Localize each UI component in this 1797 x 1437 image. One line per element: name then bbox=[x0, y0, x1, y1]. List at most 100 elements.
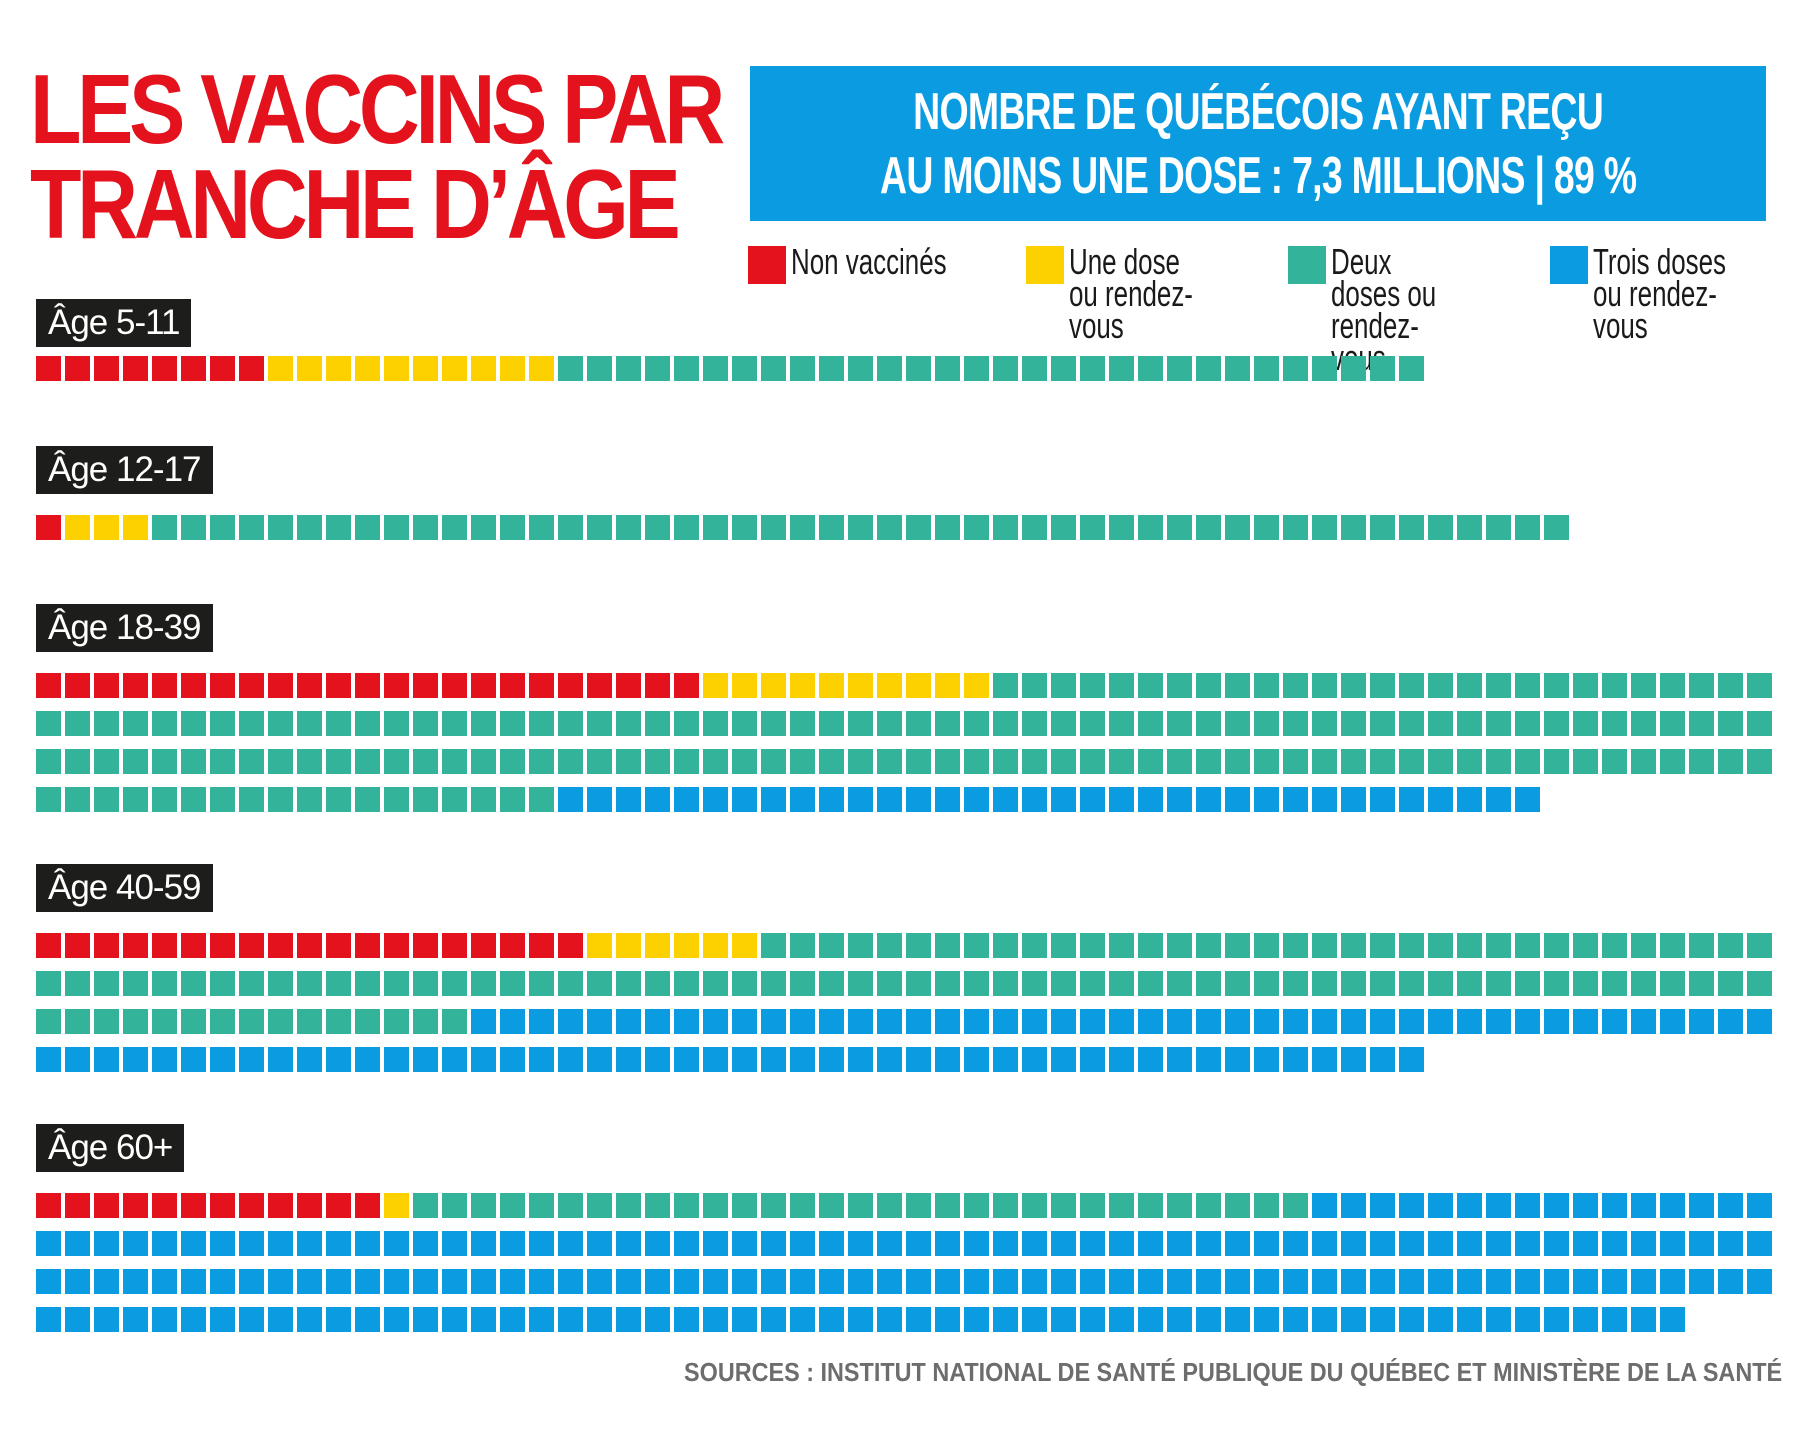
waffle-cell-60-plus-trois-doses bbox=[1660, 1231, 1685, 1256]
waffle-cell-12-17-deux-doses bbox=[616, 515, 641, 540]
waffle-cell-40-59-trois-doses bbox=[703, 1047, 728, 1072]
waffle-cell-5-11-non-vaccines bbox=[210, 356, 235, 381]
waffle-cell-18-39-deux-doses bbox=[1718, 749, 1743, 774]
waffle-cell-18-39-deux-doses bbox=[1225, 711, 1250, 736]
waffle-cell-12-17-deux-doses bbox=[1370, 515, 1395, 540]
waffle-cell-40-59-deux-doses bbox=[848, 971, 873, 996]
waffle-cell-40-59-trois-doses bbox=[1138, 1047, 1163, 1072]
waffle-cell-12-17-deux-doses bbox=[558, 515, 583, 540]
waffle-cell-40-59-trois-doses bbox=[152, 1047, 177, 1072]
waffle-cell-60-plus-trois-doses bbox=[1631, 1193, 1656, 1218]
waffle-cell-40-59-deux-doses bbox=[1573, 971, 1598, 996]
waffle-cell-60-plus-trois-doses bbox=[239, 1307, 264, 1332]
waffle-cell-40-59-deux-doses bbox=[1167, 971, 1192, 996]
waffle-cell-60-plus-deux-doses bbox=[529, 1193, 554, 1218]
waffle-cell-60-plus-trois-doses bbox=[732, 1231, 757, 1256]
waffle-cell-5-11-non-vaccines bbox=[181, 356, 206, 381]
waffle-cell-18-39-deux-doses bbox=[761, 749, 786, 774]
waffle-cell-18-39-non-vaccines bbox=[355, 673, 380, 698]
waffle-cell-5-11-deux-doses bbox=[964, 356, 989, 381]
waffle-cell-18-39-deux-doses bbox=[1254, 749, 1279, 774]
waffle-cell-60-plus-trois-doses bbox=[413, 1231, 438, 1256]
waffle-cell-12-17-deux-doses bbox=[761, 515, 786, 540]
waffle-cell-60-plus-trois-doses bbox=[616, 1307, 641, 1332]
waffle-cell-40-59-trois-doses bbox=[1109, 1047, 1134, 1072]
waffle-cell-60-plus-trois-doses bbox=[790, 1307, 815, 1332]
waffle-cell-18-39-deux-doses bbox=[1718, 711, 1743, 736]
waffle-cell-40-59-trois-doses bbox=[471, 1047, 496, 1072]
waffle-cell-60-plus-deux-doses bbox=[964, 1193, 989, 1218]
waffle-cell-60-plus-trois-doses bbox=[181, 1269, 206, 1294]
waffle-cell-18-39-deux-doses bbox=[848, 711, 873, 736]
waffle-cell-12-17-deux-doses bbox=[1486, 515, 1511, 540]
waffle-cell-18-39-trois-doses bbox=[587, 787, 612, 812]
waffle-cell-40-59-trois-doses bbox=[1196, 1009, 1221, 1034]
waffle-cell-18-39-trois-doses bbox=[616, 787, 641, 812]
waffle-cell-18-39-deux-doses bbox=[1486, 711, 1511, 736]
waffle-cell-18-39-deux-doses bbox=[181, 787, 206, 812]
waffle-cell-18-39-deux-doses bbox=[1370, 711, 1395, 736]
waffle-cell-40-59-deux-doses bbox=[239, 971, 264, 996]
waffle-cell-18-39-deux-doses bbox=[36, 711, 61, 736]
waffle-cell-40-59-deux-doses bbox=[384, 1009, 409, 1034]
waffle-cell-60-plus-trois-doses bbox=[471, 1231, 496, 1256]
waffle-cell-60-plus-trois-doses bbox=[1544, 1231, 1569, 1256]
waffle-cell-40-59-trois-doses bbox=[500, 1009, 525, 1034]
waffle-cell-60-plus-trois-doses bbox=[123, 1231, 148, 1256]
waffle-cell-60-plus-trois-doses bbox=[1660, 1307, 1685, 1332]
waffle-cell-40-59-deux-doses bbox=[268, 971, 293, 996]
waffle-cell-60-plus-trois-doses bbox=[1457, 1193, 1482, 1218]
waffle-cell-40-59-deux-doses bbox=[1254, 971, 1279, 996]
waffle-cell-18-39-deux-doses bbox=[471, 749, 496, 774]
waffle-cell-60-plus-trois-doses bbox=[210, 1231, 235, 1256]
waffle-cell-18-39-deux-doses bbox=[500, 749, 525, 774]
waffle-cell-40-59-deux-doses bbox=[94, 1009, 119, 1034]
waffle-cell-60-plus-trois-doses bbox=[1283, 1269, 1308, 1294]
waffle-cell-18-39-deux-doses bbox=[1370, 673, 1395, 698]
waffle-cell-40-59-trois-doses bbox=[906, 1009, 931, 1034]
waffle-cell-40-59-deux-doses bbox=[210, 1009, 235, 1034]
waffle-cell-18-39-deux-doses bbox=[94, 711, 119, 736]
waffle-cell-60-plus-trois-doses bbox=[1370, 1231, 1395, 1256]
waffle-cell-60-plus-trois-doses bbox=[935, 1269, 960, 1294]
waffle-cell-40-59-non-vaccines bbox=[152, 933, 177, 958]
waffle-cell-18-39-deux-doses bbox=[1602, 749, 1627, 774]
waffle-cell-18-39-deux-doses bbox=[877, 749, 902, 774]
waffle-cell-18-39-deux-doses bbox=[1747, 673, 1772, 698]
waffle-cell-60-plus-trois-doses bbox=[993, 1269, 1018, 1294]
waffle-cell-18-39-deux-doses bbox=[645, 749, 670, 774]
waffle-cell-40-59-deux-doses bbox=[65, 1009, 90, 1034]
waffle-cell-12-17-deux-doses bbox=[297, 515, 322, 540]
waffle-cell-18-39-deux-doses bbox=[1341, 749, 1366, 774]
waffle-cell-40-59-deux-doses bbox=[1051, 971, 1076, 996]
waffle-cell-18-39-deux-doses bbox=[355, 711, 380, 736]
waffle-cell-60-plus-trois-doses bbox=[1254, 1307, 1279, 1332]
waffle-cell-18-39-trois-doses bbox=[993, 787, 1018, 812]
waffle-cell-40-59-deux-doses bbox=[1341, 933, 1366, 958]
waffle-cell-40-59-trois-doses bbox=[1167, 1009, 1192, 1034]
waffle-cell-60-plus-trois-doses bbox=[906, 1231, 931, 1256]
waffle-cell-18-39-deux-doses bbox=[1254, 673, 1279, 698]
waffle-cell-40-59-trois-doses bbox=[993, 1009, 1018, 1034]
waffle-cell-60-plus-trois-doses bbox=[1515, 1269, 1540, 1294]
waffle-cell-40-59-deux-doses bbox=[1283, 971, 1308, 996]
waffle-cell-5-11-non-vaccines bbox=[152, 356, 177, 381]
waffle-cell-12-17-deux-doses bbox=[1283, 515, 1308, 540]
waffle-cell-60-plus-trois-doses bbox=[471, 1269, 496, 1294]
waffle-cell-5-11-deux-doses bbox=[993, 356, 1018, 381]
waffle-cell-18-39-deux-doses bbox=[1573, 749, 1598, 774]
waffle-cell-40-59-deux-doses bbox=[471, 971, 496, 996]
waffle-cell-40-59-deux-doses bbox=[326, 1009, 351, 1034]
waffle-cell-18-39-deux-doses bbox=[1022, 749, 1047, 774]
waffle-cell-5-11-deux-doses bbox=[1225, 356, 1250, 381]
waffle-cell-18-39-deux-doses bbox=[1167, 749, 1192, 774]
waffle-cell-5-11-deux-doses bbox=[1254, 356, 1279, 381]
waffle-cell-40-59-trois-doses bbox=[1022, 1009, 1047, 1034]
waffle-cell-18-39-trois-doses bbox=[1138, 787, 1163, 812]
waffle-cell-40-59-deux-doses bbox=[877, 933, 902, 958]
waffle-cell-60-plus-trois-doses bbox=[1573, 1307, 1598, 1332]
waffle-cell-40-59-deux-doses bbox=[413, 1009, 438, 1034]
waffle-cell-60-plus-trois-doses bbox=[587, 1307, 612, 1332]
waffle-cell-18-39-deux-doses bbox=[1138, 673, 1163, 698]
waffle-cell-18-39-deux-doses bbox=[326, 787, 351, 812]
